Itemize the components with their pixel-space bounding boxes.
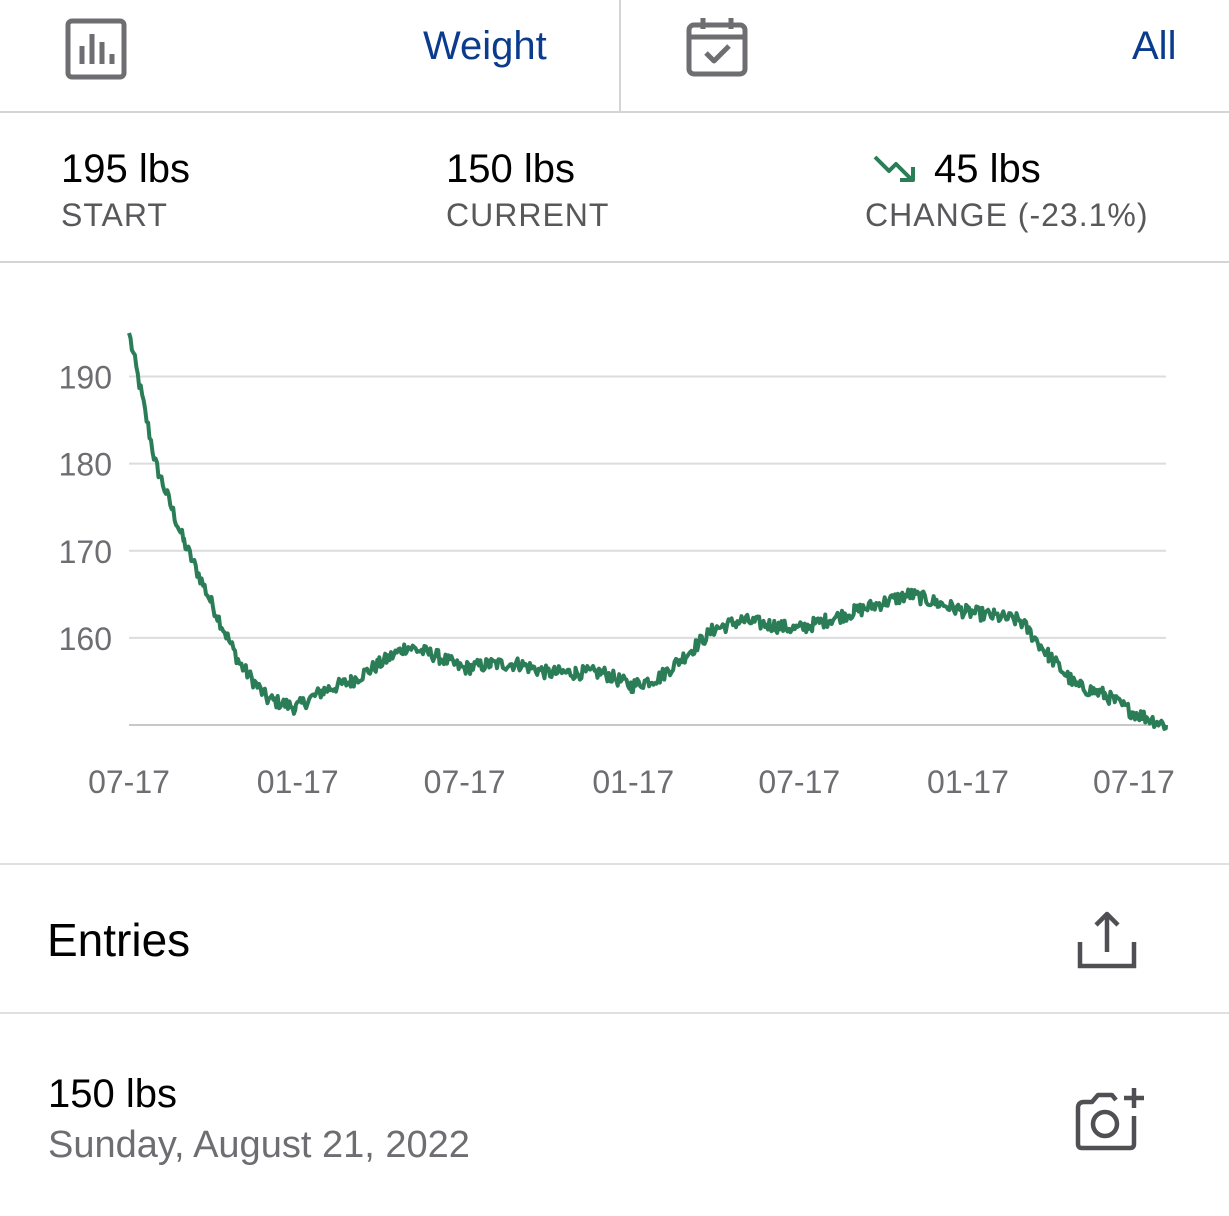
bar-chart-icon[interactable] [65,18,127,85]
add-photo-icon[interactable] [1072,1086,1148,1159]
start-caption: START [61,197,168,233]
x-tick-label: 07-17 [424,764,506,800]
metric-selector[interactable]: Weight [423,24,547,68]
current-caption: CURRENT [446,197,610,233]
toolbar-divider [619,0,621,111]
x-tick-label: 07-17 [88,764,170,800]
change-caption: CHANGE (-23.1%) [865,197,1149,233]
x-tick-label: 07-17 [758,764,840,800]
y-tick-label: 160 [59,621,112,657]
trend-down-icon [872,153,918,190]
toolbar: Weight All [0,0,1229,113]
entries-header: Entries [0,865,1229,1014]
range-selector[interactable]: All [1132,24,1177,68]
stats-summary: 195 lbs START 150 lbs CURRENT 45 lbs CHA… [0,113,1229,263]
list-item[interactable]: 150 lbs Sunday, August 21, 2022 [0,1014,1229,1216]
x-tick-label: 01-17 [927,764,1009,800]
x-tick-label: 01-17 [592,764,674,800]
y-tick-label: 180 [59,447,112,483]
weight-series-line [127,332,1168,731]
change-value: 45 lbs [934,147,1041,191]
share-icon[interactable] [1076,908,1138,975]
entry-weight: 150 lbs [48,1072,177,1116]
y-tick-label: 170 [59,534,112,570]
x-tick-label: 07-17 [1093,764,1175,800]
y-tick-label: 190 [59,360,112,396]
weight-chart-svg: 190 180 170 160 07-17 01-17 07-17 01-17 07-17 01-… [59,332,1175,800]
calendar-check-icon[interactable] [686,16,748,83]
current-value: 150 lbs [446,147,575,191]
entries-title: Entries [47,914,191,966]
start-value: 195 lbs [61,147,190,191]
entry-date: Sunday, August 21, 2022 [48,1124,470,1166]
weight-chart: 190 180 170 160 07-17 01-17 07-17 01-17 07-17 01-… [0,263,1229,865]
x-tick-label: 01-17 [257,764,339,800]
